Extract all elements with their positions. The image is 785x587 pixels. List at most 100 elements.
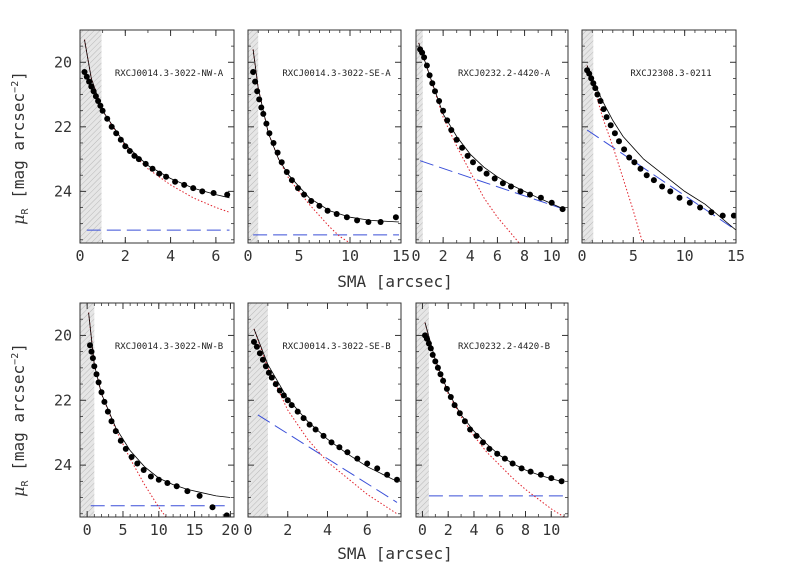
data-point <box>518 465 525 472</box>
data-point <box>128 454 135 460</box>
data-point <box>354 455 361 462</box>
data-point <box>607 122 614 129</box>
panel-title: RXCJ2308.3-0211 <box>630 69 711 79</box>
data-point <box>142 160 149 167</box>
exponential-component-line <box>586 129 736 231</box>
data-point <box>432 88 438 95</box>
data-point <box>451 402 458 409</box>
data-point <box>464 152 471 159</box>
y-axis-title-symbol: μ <box>9 214 28 224</box>
data-point <box>253 343 260 350</box>
data-point <box>467 426 474 433</box>
data-point <box>126 148 133 154</box>
x-tick-label: 10 <box>676 247 694 265</box>
panel-5: 0 5 10 15 20 20 22 24 RXCJ0014.3-3022-NW-B <box>54 302 239 539</box>
data-point <box>181 181 188 188</box>
y-axis-title-units: [mag arcsec <box>9 93 28 209</box>
data-point <box>586 70 593 77</box>
data-point <box>429 80 436 87</box>
x-tick-label: 5 <box>629 247 638 265</box>
data-point <box>374 465 381 472</box>
x-tick-label: 15 <box>392 247 410 265</box>
y-axis-title-subscript: R <box>20 207 31 214</box>
data-point <box>156 170 163 177</box>
data-point <box>697 204 704 211</box>
data-point <box>434 364 441 371</box>
data-point <box>480 439 486 446</box>
x-tick-label: 6 <box>211 247 220 265</box>
data-point <box>147 473 154 480</box>
data-point <box>258 104 265 111</box>
data-point <box>256 96 263 103</box>
y-axis-title-units: [mag arcsec <box>9 365 28 481</box>
x-tick-label: 15 <box>186 521 204 539</box>
data-point <box>316 202 323 209</box>
x-tick-label: 8 <box>521 521 530 539</box>
data-point <box>99 107 106 114</box>
data-point <box>306 421 313 428</box>
data-point <box>659 183 666 190</box>
data-point <box>288 402 295 409</box>
plot-area <box>251 328 400 515</box>
x-tick-label: 10 <box>150 521 168 539</box>
data-point <box>101 398 108 405</box>
data-point <box>252 78 259 85</box>
data-point <box>501 455 508 462</box>
data-point <box>274 149 281 156</box>
y-axis-title-subscript: R <box>20 479 31 486</box>
data-point <box>209 504 216 511</box>
data-point <box>588 75 595 82</box>
plot-area <box>422 322 565 517</box>
data-point <box>558 478 565 485</box>
data-point <box>140 467 147 473</box>
x-tick-label: 2 <box>439 247 448 265</box>
x-tick-label: 4 <box>466 247 475 265</box>
x-tick-label: 0 <box>243 247 252 265</box>
data-point <box>172 178 179 185</box>
data-point <box>260 110 267 117</box>
data-point <box>190 185 197 192</box>
data-point <box>559 206 566 213</box>
data-point <box>443 385 450 392</box>
data-point <box>173 483 180 490</box>
data-point <box>384 471 391 478</box>
data-point <box>328 439 335 446</box>
data-point <box>164 480 171 486</box>
data-point <box>283 169 290 175</box>
data-point <box>517 188 524 195</box>
x-tick-label: 0 <box>83 521 92 539</box>
data-point <box>86 78 93 85</box>
data-point <box>499 180 506 187</box>
x-tick-label: 0 <box>411 247 420 265</box>
data-point <box>276 387 283 394</box>
exponential-component-line <box>257 414 398 503</box>
x-tick-label: 6 <box>495 521 504 539</box>
data-point <box>421 54 428 61</box>
y-axis-title-superscript: −2 <box>10 81 21 93</box>
x-axis-title-bottom: SMA [arcsec] <box>337 544 453 563</box>
data-point <box>476 165 483 172</box>
data-point <box>637 165 644 172</box>
x-tick-label: 15 <box>727 247 745 265</box>
data-point <box>89 355 96 362</box>
plot-area <box>87 312 231 517</box>
y-axis-title-top: μR [mag arcsec−2] <box>9 71 31 225</box>
data-point <box>117 136 124 143</box>
data-point <box>527 468 534 475</box>
panel-6: 0 2 4 6 RXCJ0014.3-3022-SE-B <box>243 302 402 539</box>
panel-frame <box>415 302 569 518</box>
x-tick-label: 2 <box>283 521 292 539</box>
panel-frame <box>247 302 402 518</box>
y-axis-title-bottom: μR [mag arcsec−2] <box>9 343 31 497</box>
panel-frame <box>247 29 402 244</box>
sersic-component-line <box>84 39 230 213</box>
data-point <box>423 62 430 69</box>
sersic-component-line <box>253 328 398 515</box>
data-point <box>224 191 231 198</box>
data-point <box>112 428 119 435</box>
data-point <box>440 107 447 114</box>
data-point <box>667 188 674 195</box>
data-point <box>251 338 257 345</box>
